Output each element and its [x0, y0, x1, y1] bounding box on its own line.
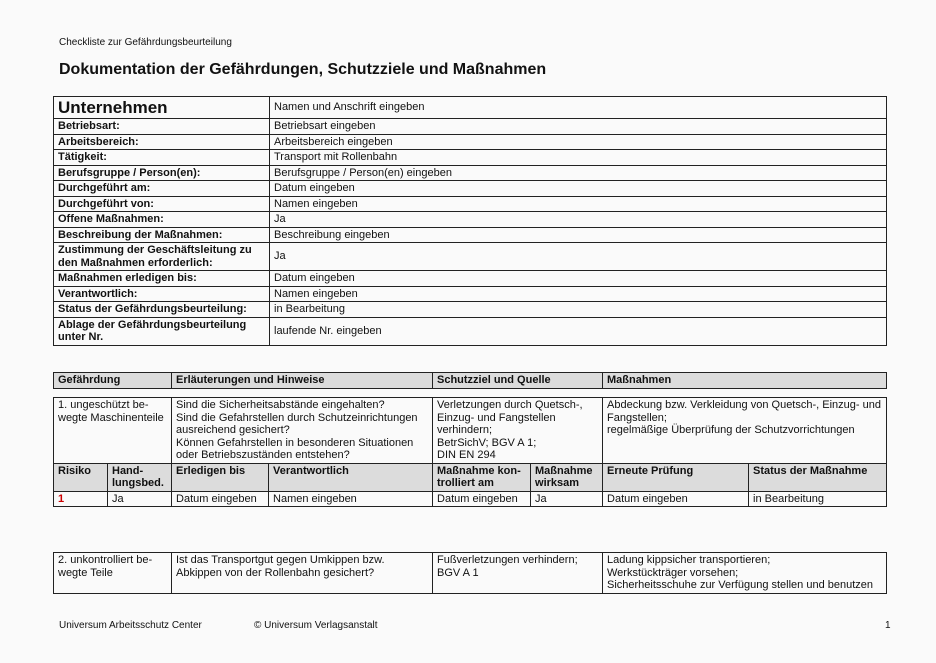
sub-value[interactable]: Ja: [106, 490, 173, 507]
field-value[interactable]: Transport mit Rollenbahn: [269, 149, 887, 166]
header-hazard: Gefährdung: [53, 372, 172, 389]
hazard-2-table: 2. unkontrolliert be- wegte Teile Ist da…: [53, 552, 887, 594]
field-label: Durchgeführt am:: [53, 180, 270, 197]
header-notes: Erläuterungen und Hinweise: [171, 372, 433, 389]
company-row: Ablage der Gefährdungsbeurteilung unter …: [53, 316, 887, 346]
sub-header: Erneute Prüfung: [602, 462, 750, 492]
field-value[interactable]: Ja: [269, 242, 887, 271]
field-value[interactable]: Berufsgruppe / Person(en) eingeben: [269, 164, 887, 181]
company-table: Unternehmen Namen und Anschrift eingeben …: [53, 96, 887, 346]
field-value[interactable]: Datum eingeben: [269, 180, 887, 197]
company-value[interactable]: Namen und Anschrift eingeben: [269, 96, 887, 119]
company-row: Arbeitsbereich: Arbeitsbereich eingeben: [53, 133, 887, 150]
company-row: Betriebsart: Betriebsart eingeben: [53, 118, 887, 135]
company-row: Berufsgruppe / Person(en): Berufsgruppe /…: [53, 164, 887, 181]
footer-left: Universum Arbeitsschutz Center: [59, 620, 202, 631]
field-label: Arbeitsbereich:: [53, 133, 270, 150]
field-value[interactable]: Arbeitsbereich eingeben: [269, 133, 887, 150]
field-value[interactable]: Namen eingeben: [269, 195, 887, 212]
field-value[interactable]: Ja: [269, 211, 887, 228]
field-label: Beschreibung der Maßnahmen:: [53, 226, 270, 243]
sub-header: Status der Maßnahme: [748, 462, 887, 492]
sub-value[interactable]: Ja: [530, 490, 604, 507]
field-label: Zustimmung der Geschäftsleitung zu den M…: [53, 242, 270, 271]
hazard-2-goal: Fußverletzungen verhindern; BGV A 1: [432, 552, 603, 594]
company-label: Unternehmen: [53, 96, 270, 119]
sub-header: Maßnahme kon- trolliert am: [432, 462, 532, 492]
company-row: Zustimmung der Geschäftsleitung zu den M…: [53, 242, 887, 271]
sub-header: Maßnahme wirksam: [530, 462, 604, 492]
sub-header: Hand- lungsbed.: [106, 462, 173, 492]
field-label: Status der Gefährdungsbeurteilung:: [53, 301, 270, 318]
hazard-2-notes: Ist das Transportgut gegen Umkippen bzw.…: [171, 552, 433, 594]
document-title: Dokumentation der Gefährdungen, Schutzzi…: [59, 61, 547, 78]
company-row: Beschreibung der Maßnahmen: Beschreibung …: [53, 226, 887, 243]
hazard-2-measures: Ladung kippsicher transportieren; Werkst…: [602, 552, 887, 594]
sub-value[interactable]: Datum eingeben: [171, 490, 270, 507]
hazard-1-notes: Sind die Sicherheitsabstände eingehalten…: [171, 397, 434, 464]
field-label: Betriebsart:: [53, 118, 270, 135]
field-label: Berufsgruppe / Person(en):: [53, 164, 270, 181]
header-measures: Maßnahmen: [602, 372, 887, 389]
company-row: Maßnahmen erledigen bis: Datum eingeben: [53, 270, 887, 287]
hazard-1-table: 1. ungeschützt be- wegte Maschinenteile …: [52, 397, 887, 507]
company-row: Verantwortlich: Namen eingeben: [53, 285, 887, 302]
field-label: Maßnahmen erledigen bis:: [53, 270, 270, 287]
field-value[interactable]: laufende Nr. eingeben: [269, 316, 887, 346]
field-value[interactable]: Namen eingeben: [269, 285, 887, 302]
sub-header: Risiko: [53, 462, 108, 492]
company-row: Durchgeführt am: Datum eingeben: [53, 180, 887, 197]
field-value[interactable]: Datum eingeben: [269, 270, 887, 287]
field-value[interactable]: Beschreibung eingeben: [269, 226, 887, 243]
field-label: Ablage der Gefährdungsbeurteilung unter …: [53, 316, 270, 346]
document-subtitle: Checkliste zur Gefährdungsbeurteilung: [59, 37, 232, 48]
company-row: Status der Gefährdungsbeurteilung: in Bea…: [53, 301, 887, 318]
sub-header: Erledigen bis: [171, 462, 270, 492]
company-row: Durchgeführt von: Namen eingeben: [53, 195, 887, 212]
field-value[interactable]: Betriebsart eingeben: [269, 118, 887, 135]
field-label: Offene Maßnahmen:: [53, 211, 270, 228]
sub-value[interactable]: Datum eingeben: [602, 490, 750, 507]
header-goal: Schutzziel und Quelle: [432, 372, 603, 389]
hazard-2-name: 2. unkontrolliert be- wegte Teile: [53, 552, 172, 594]
field-label: Verantwortlich:: [53, 285, 270, 302]
page-number: 1: [885, 620, 891, 631]
sub-value[interactable]: Datum eingeben: [432, 490, 532, 507]
risk-value[interactable]: 1: [53, 490, 108, 507]
sub-header: Verantwortlich: [268, 462, 434, 492]
sub-value[interactable]: Namen eingeben: [268, 490, 434, 507]
hazard-1-goal: Verletzungen durch Quetsch-, Einzug- und…: [432, 397, 604, 464]
hazard-1-measures: Abdeckung bzw. Verkleidung von Quetsch-,…: [602, 397, 887, 464]
company-row: Offene Maßnahmen: Ja: [53, 211, 887, 228]
footer-copyright: © Universum Verlagsanstalt: [254, 620, 378, 631]
hazard-header: Gefährdung Erläuterungen und Hinweise Schu…: [53, 372, 887, 389]
hazard-1-name: 1. ungeschützt be- wegte Maschinenteile: [52, 397, 173, 464]
field-label: Durchgeführt von:: [53, 195, 270, 212]
field-value[interactable]: in Bearbeitung: [269, 301, 887, 318]
sub-value[interactable]: in Bearbeitung: [748, 490, 887, 507]
field-label: Tätigkeit:: [53, 149, 270, 166]
company-row: Tätigkeit: Transport mit Rollenbahn: [53, 149, 887, 166]
